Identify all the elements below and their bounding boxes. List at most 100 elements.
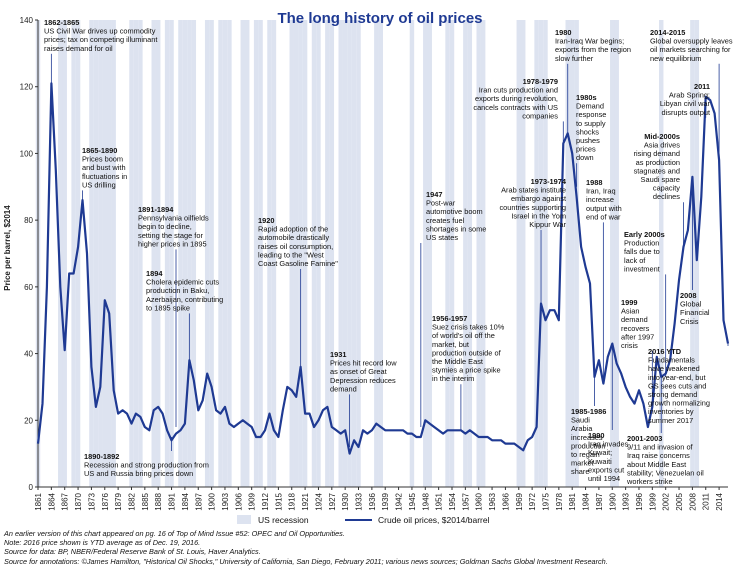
annotation-text: Kuwaiti xyxy=(588,457,612,466)
annotation-text: US Civil War drives up commodity xyxy=(44,27,156,36)
annotation-text: market, but xyxy=(432,340,469,349)
x-tick-label: 1936 xyxy=(368,492,377,510)
recession-band xyxy=(574,20,579,487)
y-tick-label: 0 xyxy=(29,483,34,492)
annotation-text: automobile drastically xyxy=(258,233,329,242)
annotation-text: Asian xyxy=(621,307,640,316)
recession-band xyxy=(218,20,223,487)
x-tick-label: 1927 xyxy=(328,492,337,510)
axis-ticks: 0 20 40 60 80 100 120 140 1861 1864 1867 1870 1873 18… xyxy=(20,16,724,511)
chart-title: The long history of oil prices xyxy=(277,10,482,27)
annotation-text: have weakened xyxy=(648,364,700,373)
recession-band xyxy=(316,20,321,487)
recession-band xyxy=(289,20,294,487)
annotation-text: Suez crisis takes 10% xyxy=(432,323,505,332)
x-tick-label: 1921 xyxy=(301,492,310,510)
annotation-heading: 1978-1979 xyxy=(523,77,558,86)
annotation-text: Production xyxy=(624,239,659,248)
recession-band xyxy=(240,20,245,487)
annotation-text: higher prices in 1895 xyxy=(138,239,207,248)
annotation-heading: 1985-1986 xyxy=(571,407,606,416)
recession-band xyxy=(325,20,330,487)
annotation-heading: 1865-1890 xyxy=(82,146,117,155)
x-tick-label: 1882 xyxy=(127,492,136,510)
annotation-text: production in Baku, xyxy=(146,286,209,295)
annotation-text: Cholera epidemic cuts xyxy=(146,278,219,287)
annotation-text: Iran cuts production and xyxy=(479,86,558,95)
x-tick-label: 1990 xyxy=(608,492,617,510)
recession-band xyxy=(347,20,352,487)
annotation-text: Israel in the Yom xyxy=(511,211,566,220)
annotation-text: Pennsylvania oilfields xyxy=(138,214,209,223)
annotation-text: companies xyxy=(522,111,558,120)
annotation-text: disrupts output xyxy=(662,108,710,117)
x-tick-label: 1930 xyxy=(341,492,350,510)
annotation-heading: 1973-1974 xyxy=(531,177,567,186)
annotation-text: lack of xyxy=(624,256,646,265)
x-tick-label: 1948 xyxy=(421,492,430,510)
annotation-text: capacity xyxy=(653,184,680,193)
x-tick-label: 1999 xyxy=(648,492,657,510)
annotation-text: embargo against xyxy=(511,194,566,203)
annotation-text: Prices boom xyxy=(82,155,123,164)
recession-band xyxy=(298,20,303,487)
recession-band xyxy=(102,20,107,487)
annotation-text: Prices hit record low xyxy=(330,359,397,368)
annotation-text: to 1895 spike xyxy=(146,303,190,312)
annotation-text: leading to the "West xyxy=(258,250,324,259)
y-tick-label: 100 xyxy=(20,149,34,158)
annotation-heading: 1947 xyxy=(426,190,442,199)
x-tick-label: 2008 xyxy=(688,492,697,510)
annotation-text: Global xyxy=(680,300,702,309)
annotation-text: cancels contracts with US xyxy=(473,103,558,112)
x-tick-label: 1903 xyxy=(221,492,230,510)
recession-band xyxy=(659,20,664,487)
x-tick-label: 1888 xyxy=(154,492,163,510)
annotation-text: Iraq raise concerns xyxy=(627,451,690,460)
legend: US recession Crude oil prices, $2014/bar… xyxy=(237,515,490,525)
annotation-text: strong demand xyxy=(648,390,697,399)
recession-band xyxy=(267,20,272,487)
annotation-text: to supply xyxy=(576,119,606,128)
x-tick-label: 1996 xyxy=(635,492,644,510)
x-tick-label: 1951 xyxy=(435,492,444,510)
annotation-text: about Middle East xyxy=(627,460,686,469)
recession-band xyxy=(476,20,481,487)
oil-price-chart: The long history of oil prices Price per… xyxy=(3,10,733,525)
footnote: Source for annotations: ©James Hamilton,… xyxy=(4,556,608,566)
annotation-text: shortages in some xyxy=(426,224,486,233)
annotation-text: declines xyxy=(653,192,680,201)
x-tick-label: 1963 xyxy=(488,492,497,510)
annotation-text: exports cut xyxy=(588,465,624,474)
x-tick-label: 1864 xyxy=(47,492,56,510)
annotation-heading: 1890-1892 xyxy=(84,452,119,461)
recession-band xyxy=(133,20,139,487)
recession-band xyxy=(449,20,455,487)
annotation-text: in the interim xyxy=(432,374,474,383)
annotation-text: exports from the region xyxy=(555,45,631,54)
annotation-heading: 1999 xyxy=(621,298,637,307)
recession-band xyxy=(107,20,112,487)
annotation-text: response xyxy=(576,110,606,119)
annotation-text: Depression reduces xyxy=(330,376,396,385)
annotation-text: oil markets searching for xyxy=(650,45,731,54)
x-tick-label: 1891 xyxy=(168,492,177,510)
recession-band xyxy=(463,20,468,487)
recession-band xyxy=(89,20,94,487)
annotation-text: end of war xyxy=(586,212,621,221)
x-tick-label: 1987 xyxy=(595,492,604,510)
annotation-text: rising demand xyxy=(634,149,680,158)
x-tick-label: 2011 xyxy=(702,492,711,510)
x-tick-label: 1909 xyxy=(248,492,257,510)
annotation-heading: 1980 xyxy=(555,28,571,37)
annotation-text: pushes xyxy=(576,136,600,145)
annotation-text: automotive boom xyxy=(426,207,483,216)
annotation-text: stymies a price spike xyxy=(432,366,501,375)
footnote: Source for data: BP, NBER/Federal Reserv… xyxy=(4,547,261,557)
